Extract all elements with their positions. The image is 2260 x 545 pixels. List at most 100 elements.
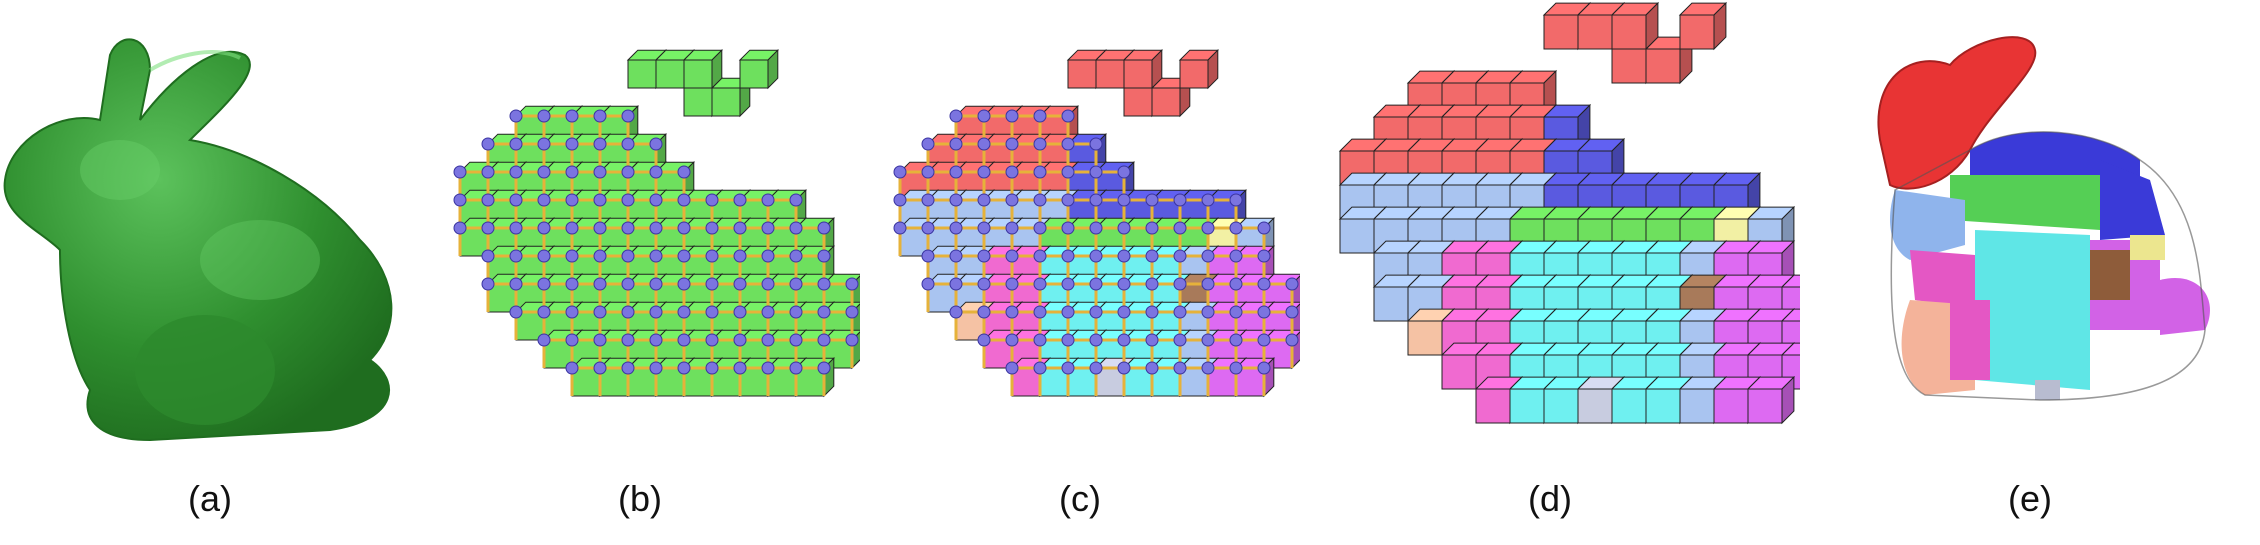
graph-node <box>977 137 991 151</box>
graph-node <box>649 277 663 291</box>
graph-node <box>1061 193 1075 207</box>
graph-node <box>1201 333 1215 347</box>
voxel-face <box>1151 87 1181 117</box>
graph-node <box>705 333 719 347</box>
graph-node <box>1061 277 1075 291</box>
graph-node <box>1005 137 1019 151</box>
graph-node <box>1173 221 1187 235</box>
voxel-face <box>1679 388 1715 424</box>
voxel-face <box>1543 14 1579 50</box>
graph-node <box>949 249 963 263</box>
graph-node <box>1145 193 1159 207</box>
graph-node <box>1061 165 1075 179</box>
graph-node <box>1257 361 1271 375</box>
graph-node <box>481 165 495 179</box>
graph-node <box>977 249 991 263</box>
graph-node <box>593 221 607 235</box>
voxel-face <box>1095 59 1125 89</box>
graph-node <box>1005 165 1019 179</box>
graph-node <box>1229 193 1243 207</box>
graph-node <box>509 305 523 319</box>
graph-node <box>565 333 579 347</box>
graph-node <box>1061 137 1075 151</box>
graph-node <box>817 277 831 291</box>
graph-node <box>1005 333 1019 347</box>
graph-node <box>593 137 607 151</box>
graph-node <box>453 193 467 207</box>
graph-nodes <box>453 109 859 375</box>
graph-node <box>1061 361 1075 375</box>
graph-node <box>565 305 579 319</box>
graph-node <box>537 109 551 123</box>
segment-grey <box>2035 380 2060 400</box>
graph-node <box>1005 193 1019 207</box>
graph-node <box>893 165 907 179</box>
graph-node <box>621 221 635 235</box>
graph-node <box>1117 193 1131 207</box>
bunny-mesh-image <box>3 38 393 442</box>
voxel-face <box>1067 59 1097 89</box>
graph-node <box>1033 249 1047 263</box>
graph-node <box>1173 193 1187 207</box>
voxel-face <box>1780 308 1800 322</box>
graph-node <box>1145 333 1159 347</box>
graph-node <box>1173 305 1187 319</box>
voxel-face <box>1577 14 1613 50</box>
graph-node <box>845 333 859 347</box>
graph-node <box>593 361 607 375</box>
graph-node <box>1033 193 1047 207</box>
graph-node <box>649 193 663 207</box>
graph-node <box>1229 277 1243 291</box>
graph-node <box>845 305 859 319</box>
voxel-face <box>711 87 741 117</box>
graph-node <box>1201 277 1215 291</box>
graph-node <box>481 277 495 291</box>
graph-node <box>789 333 803 347</box>
graph-node <box>1145 361 1159 375</box>
voxel-face <box>1747 388 1783 424</box>
graph-node <box>1201 305 1215 319</box>
graph-node <box>1089 305 1103 319</box>
graph-node <box>1201 193 1215 207</box>
graph-node <box>761 361 775 375</box>
segment-front <box>1910 250 1975 310</box>
voxel-face <box>683 59 713 89</box>
graph-node <box>537 193 551 207</box>
graph-node <box>705 277 719 291</box>
graph-node <box>1005 109 1019 123</box>
graph-node <box>649 137 663 151</box>
graph-node <box>1117 333 1131 347</box>
graph-node <box>1229 249 1243 263</box>
graph-node <box>1117 277 1131 291</box>
graph-node <box>1173 333 1187 347</box>
graph-node <box>817 249 831 263</box>
graph-node <box>453 221 467 235</box>
graph-node <box>1257 277 1271 291</box>
graph-node <box>1229 305 1243 319</box>
graph-node <box>921 249 935 263</box>
segment-green <box>1950 175 2100 230</box>
graph-node <box>1089 277 1103 291</box>
graph-node <box>893 193 907 207</box>
graph-node <box>817 333 831 347</box>
voxel-face <box>1441 354 1477 390</box>
graph-node <box>621 193 635 207</box>
voxel-face <box>1645 388 1681 424</box>
graph-node <box>537 305 551 319</box>
graph-node <box>789 221 803 235</box>
graph-node <box>537 249 551 263</box>
graph-node <box>845 277 859 291</box>
graph-node <box>1201 249 1215 263</box>
graph-node <box>593 305 607 319</box>
graph-node <box>1061 109 1075 123</box>
graph-node <box>1201 221 1215 235</box>
graph-nodes <box>893 109 1299 375</box>
graph-node <box>1145 221 1159 235</box>
graph-node <box>481 249 495 263</box>
graph-node <box>677 333 691 347</box>
graph-node <box>593 277 607 291</box>
graph-node <box>977 305 991 319</box>
graph-node <box>1257 333 1271 347</box>
graph-node <box>509 109 523 123</box>
graph-node <box>817 361 831 375</box>
